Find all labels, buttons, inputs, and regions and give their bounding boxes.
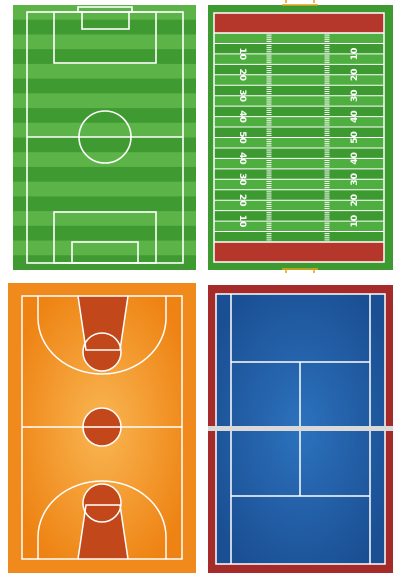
basketball-free-throw-circle-top-fill (83, 333, 121, 371)
football-yard-number: 30 (350, 89, 360, 102)
football-stripe (214, 95, 384, 107)
football-goalpost-bottom (282, 268, 318, 273)
football-yard-lines (214, 42, 384, 233)
football-goalposts (282, 0, 318, 273)
football-yard-number: 40 (237, 110, 247, 123)
soccer-stripe (13, 63, 196, 79)
basketball-court-lines (21, 295, 183, 560)
soccer-stripe (13, 240, 196, 256)
football-endzone-top (214, 13, 384, 33)
football-stripe (214, 137, 384, 148)
soccer-center-circle (78, 110, 132, 164)
football-yard-number: 10 (350, 215, 360, 228)
soccer-stripe (13, 181, 196, 197)
basketball-lane-bottom (77, 504, 129, 560)
football-yard-number: 10 (237, 215, 247, 228)
football-stripe (214, 74, 384, 86)
football-yard-number: 30 (237, 89, 247, 102)
football-yard-number: 20 (237, 194, 247, 207)
tennis-court (208, 285, 393, 573)
football-yard-numbers-right: 10 20 30 40 50 40 30 20 10 (350, 48, 360, 228)
football-endzone-bottom (214, 242, 384, 262)
football-yard-number: 10 (350, 48, 360, 61)
soccer-field-lines (26, 6, 184, 264)
basketball-court (8, 283, 196, 573)
soccer-goal-area-bottom (71, 241, 139, 264)
football-stripe (214, 179, 384, 190)
football-stripe (214, 53, 384, 65)
football-stripe (214, 221, 384, 232)
football-yard-number: 20 (350, 69, 360, 82)
football-yard-number: 50 (350, 131, 360, 144)
football-yard-number: 10 (237, 48, 247, 61)
football-yard-number: 30 (350, 173, 360, 186)
football-stripe (214, 158, 384, 169)
basketball-free-throw-circle-top (82, 332, 122, 372)
basketball-center-circle (82, 407, 122, 447)
football-yard-number: 40 (350, 110, 360, 123)
football-field: 10 20 30 40 50 40 30 20 10 10 20 30 40 50 40 30 20 10 (208, 0, 393, 273)
basketball-lane-top (77, 295, 129, 351)
basketball-free-throw-circle-bottom-fill (83, 484, 121, 522)
soccer-field (13, 5, 196, 270)
football-field-stripes (214, 33, 384, 232)
tennis-net (208, 426, 393, 431)
soccer-stripe (13, 93, 196, 109)
soccer-stripe (13, 152, 196, 167)
basketball-three-point-arc-top (37, 296, 167, 375)
soccer-stripe (13, 34, 196, 50)
football-yard-number: 40 (237, 152, 247, 165)
football-yard-number: 20 (237, 69, 247, 82)
football-stripe (214, 33, 384, 44)
football-yard-number: 20 (350, 194, 360, 207)
soccer-stripe (13, 122, 196, 138)
football-yard-number: 40 (350, 152, 360, 165)
football-yard-number: 30 (237, 173, 247, 186)
basketball-three-point-arc-bottom (37, 480, 167, 559)
football-stripe (214, 116, 384, 128)
soccer-goal-top (77, 6, 133, 13)
soccer-stripe (13, 211, 196, 226)
basketball-free-throw-circle-bottom (82, 483, 122, 523)
football-yard-number: 50 (237, 131, 247, 144)
football-stripe (214, 200, 384, 211)
football-yard-numbers-left: 10 20 30 40 50 40 30 20 10 (237, 48, 247, 228)
football-hash-marks (266, 32, 330, 241)
soccer-field-stripes (13, 5, 196, 256)
football-goalpost-top (282, 0, 318, 6)
